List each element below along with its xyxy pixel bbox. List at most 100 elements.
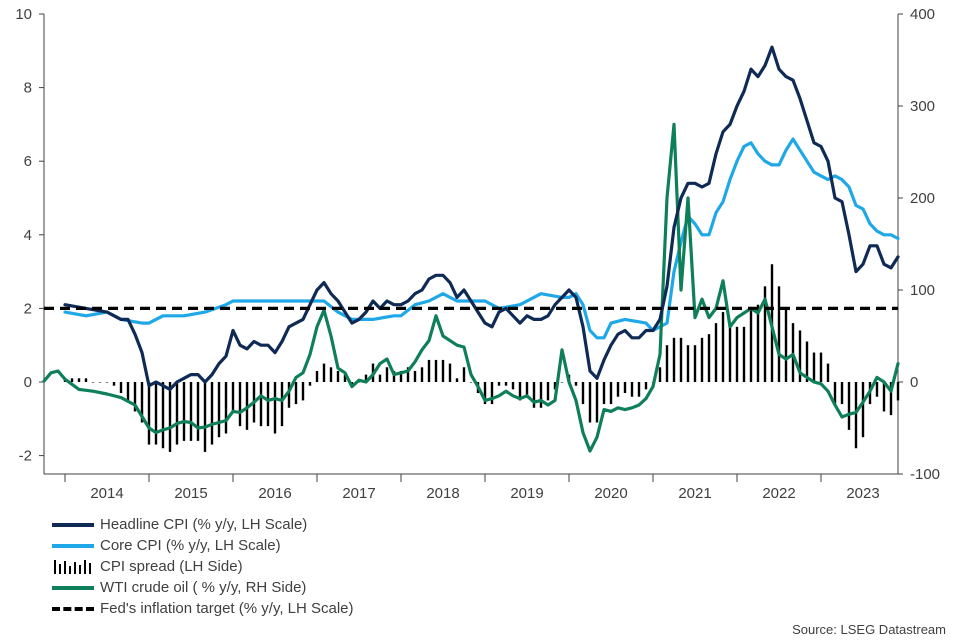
cpi-spread-bar [392,370,396,382]
cpi-spread-bar [539,382,543,408]
cpi-spread-bar [616,382,620,397]
cpi-spread-bar [609,382,613,405]
cpi-spread-bar [525,382,529,397]
cpi-spread-bar [308,382,312,386]
cpi-spread-bar [161,382,165,449]
cpi-spread-bar [504,382,508,386]
cpi-spread-bar [259,382,263,427]
cpi-spread-bar [329,367,333,382]
cpi-spread-bar [105,382,109,383]
cpi-spread-bar [644,382,648,390]
cpi-spread-bar [336,370,340,382]
cpi-spread-bar [231,382,235,412]
cpi-spread-bar [441,359,445,382]
cpi-spread-bar [672,337,676,382]
x-tick-label: 2016 [258,485,291,500]
x-tick-label: 2021 [678,485,711,500]
cpi-spread-bar [546,382,550,401]
cpi-spread-bar [840,382,844,405]
cpi-spread-bar [364,374,368,382]
cpi-spread-bar [238,382,242,427]
cpi-spread-bar [861,382,865,438]
cpi-spread-bar [154,382,158,445]
cpi-spread-bar [826,363,830,382]
headline-cpi-line [63,45,900,391]
right-tick-label: 0 [910,374,918,391]
cpi-spread-bar [854,382,858,449]
cpi-spread-bar [588,382,592,423]
cpi-spread-bar [497,382,501,386]
cpi-spread-bar [406,367,410,382]
cpi-spread-bar [203,382,207,452]
cpi-spread-bar [462,367,466,382]
cpi-spread-bar [287,382,291,408]
cpi-spread-bar [560,382,564,383]
left-tick-label: -2 [19,448,32,465]
cpi-spread-bar [749,308,753,382]
cpi-spread-bar [896,382,900,401]
cpi-spread-bar [889,382,893,416]
x-tick-label: 2014 [90,485,123,500]
cpi-spread-bar [273,382,277,434]
cpi-spread-bar [728,326,732,382]
cpi-spread-bar [448,363,452,382]
cpi-spread-bar [805,341,809,382]
legend-key-headline [52,518,96,532]
cpi-spread-bar [742,326,746,382]
legend-item-headline-cpi: Headline CPI (% y/y, LH Scale) [52,514,354,535]
cpi-spread-bar [595,382,599,423]
cpi-spread-bar [294,382,298,405]
cpi-spread-bar [581,382,585,405]
cpi-spread-bar [196,382,200,441]
cpi-spread-bar [413,370,417,382]
cpi-spread-bar [210,382,214,445]
x-tick-label: 2023 [846,485,879,500]
cpi-spread-bar [315,370,319,382]
cpi-spread-bar [637,382,641,397]
right-tick-label: -100 [910,466,940,483]
cpi-spread-bar [518,382,522,401]
legend-label: WTI crude oil ( % y/y, RH Side) [100,579,307,596]
right-tick-label: 300 [910,98,935,115]
cpi-spread-bar [490,382,494,405]
legend-key-spread [52,559,96,574]
cpi-spread-bar [532,382,536,408]
cpi-spread-bar [763,286,767,382]
cpi-spread-bar [553,382,557,390]
x-tick-label: 2019 [510,485,543,500]
cpi-spread-bar [630,382,634,397]
cpi-spread-bar [147,382,151,445]
legend: Headline CPI (% y/y, LH Scale) Core CPI … [52,514,354,619]
cpi-spread-bar [455,378,459,382]
legend-key-wti [52,581,96,595]
cpi-spread-bar [756,304,760,382]
cpi-spread-bar [343,374,347,382]
cpi-spread-bar [693,345,697,382]
left-tick-label: 8 [24,80,32,97]
cpi-spread-bar [784,308,788,382]
cpi-spread-bar [224,382,228,434]
cpi-spread-bar [378,374,382,382]
cpi-spread-bar [679,337,683,382]
cpi-spread-bar [98,382,102,383]
cpi-spread-bar [812,352,816,382]
cpi-spread-bar [707,334,711,382]
right-tick-label: 400 [910,6,935,23]
cpi-spread-bar [791,323,795,382]
cpi-spread-bar [798,330,802,382]
cpi-spread-bar [70,378,74,382]
cpi-spread-bar [623,382,627,394]
cpi-spread-bar [385,367,389,382]
cpi-spread-bar [511,382,515,390]
cpi-spread-bar [301,382,305,401]
left-tick-label: 6 [24,153,32,170]
x-tick-label: 2018 [426,485,459,500]
cpi-spread-bar [280,382,284,427]
cpi-spread-bar [126,382,130,401]
cpi-spread-bar [665,345,669,382]
cpi-spread-bar [427,359,431,382]
cpi-spread-bar [77,378,81,382]
left-tick-label: 0 [24,374,32,391]
chart-area: 10 8 6 4 2 0 -2 400 300 200 100 0 -100 2014 2015 2016 20… [15,6,940,500]
cpi-spread-bar [112,382,116,386]
